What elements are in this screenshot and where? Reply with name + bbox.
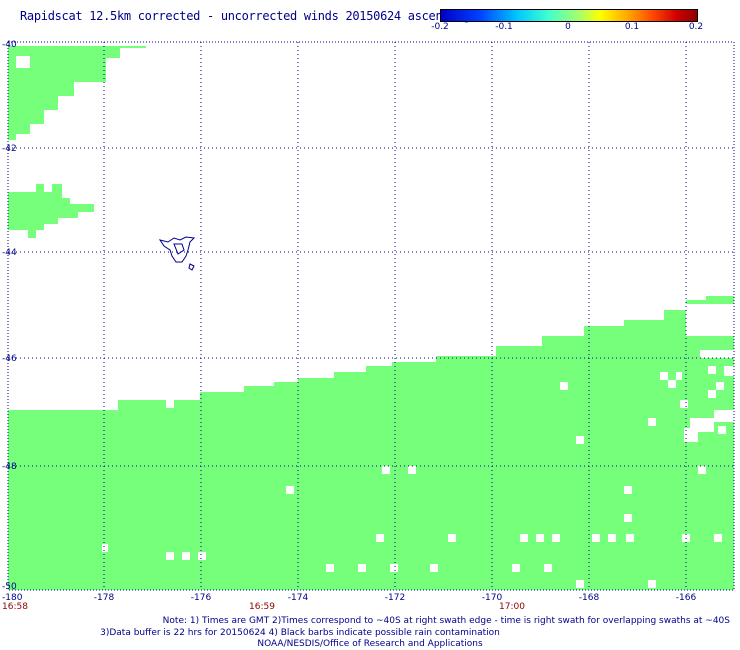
time-label-1700: 17:00 bbox=[499, 602, 525, 612]
lon-label-174: -174 bbox=[288, 593, 309, 603]
lat-label-48: -48 bbox=[2, 462, 17, 472]
lat-label-40: -40 bbox=[2, 40, 17, 50]
colorbar-label-pos: 0.1 bbox=[624, 22, 640, 32]
map-title: Rapidscat 12.5km corrected - uncorrected… bbox=[20, 9, 471, 23]
colorbar-label-zero: 0 bbox=[565, 22, 571, 32]
map-frame bbox=[7, 41, 735, 591]
colorbar-label-max: 0.2 bbox=[688, 22, 704, 32]
lon-label-178: -178 bbox=[94, 593, 115, 603]
lon-axis-labels: -180 -178 -176 -174 -172 -170 -168 -166 bbox=[2, 593, 696, 603]
map-grid bbox=[8, 42, 734, 590]
time-labels: 16:58 16:59 17:00 bbox=[2, 602, 525, 612]
wind-data-swath bbox=[8, 46, 734, 590]
note-line-2: 3)Data buffer is 22 hrs for 20150624 4) … bbox=[100, 628, 500, 638]
colorbar bbox=[440, 9, 698, 22]
swath-mid-left bbox=[8, 184, 94, 238]
lon-label-170: -170 bbox=[482, 593, 503, 603]
colorbar-label-neg: -0.1 bbox=[495, 22, 513, 32]
time-label-1658: 16:58 bbox=[2, 602, 28, 612]
lat-axis-labels: -40 -42 -44 -46 -48 -50 bbox=[2, 40, 17, 592]
lat-label-42: -42 bbox=[2, 144, 17, 154]
swath-top-left bbox=[8, 46, 146, 140]
colorbar-label-min: -0.2 bbox=[431, 22, 449, 32]
swath-bottom bbox=[8, 296, 734, 590]
lon-label-168: -168 bbox=[579, 593, 600, 603]
lon-label-166: -166 bbox=[676, 593, 697, 603]
chatham-islands-coastline bbox=[158, 236, 196, 271]
lon-label-180: -180 bbox=[2, 593, 23, 603]
lon-label-172: -172 bbox=[385, 593, 405, 603]
lat-label-46: -46 bbox=[2, 354, 17, 364]
swath-gaps bbox=[16, 56, 734, 588]
lat-label-44: -44 bbox=[2, 248, 17, 258]
time-label-1659: 16:59 bbox=[249, 602, 275, 612]
lon-label-176: -176 bbox=[191, 593, 212, 603]
lat-label-50: -50 bbox=[2, 582, 17, 592]
note-line-1: Note: 1) Times are GMT 2)Times correspon… bbox=[162, 616, 730, 626]
credit-line: NOAA/NESDIS/Office of Research and Appli… bbox=[257, 639, 483, 649]
